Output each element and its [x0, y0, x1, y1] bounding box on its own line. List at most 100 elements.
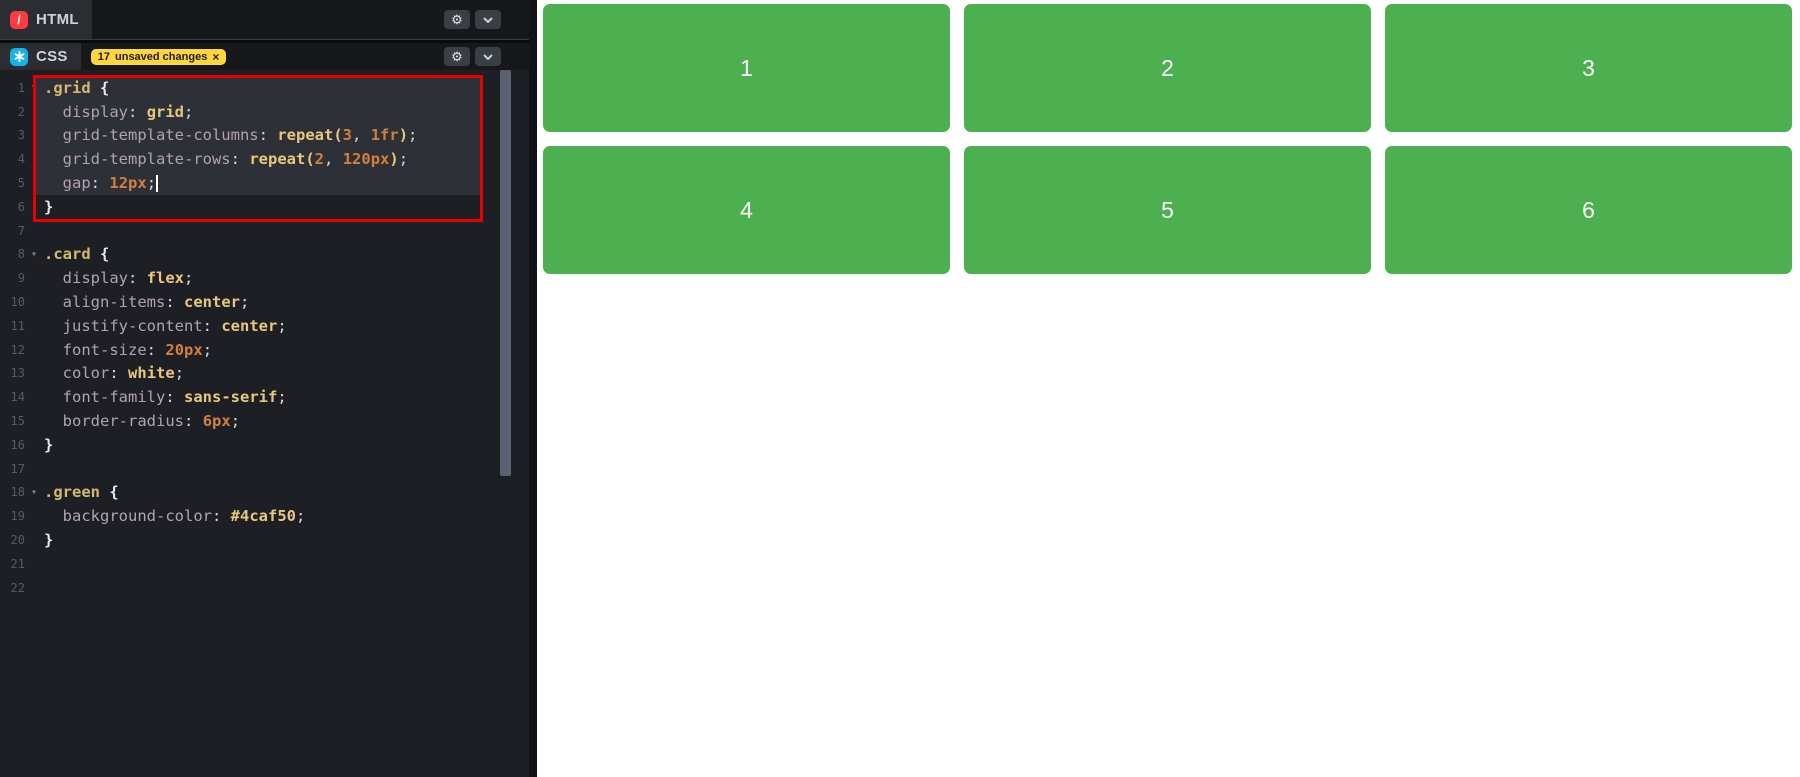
code-text[interactable]: justify-content: center;: [44, 317, 287, 335]
tab-html[interactable]: / HTML: [0, 0, 92, 39]
code-token: ;: [174, 364, 185, 383]
code-line: 12 font-size: 20px;: [0, 338, 529, 362]
code-token: :: [128, 102, 138, 121]
code-line: 18 ▾ .green {: [0, 481, 529, 505]
code-text[interactable]: }: [44, 531, 53, 549]
code-token: .grid: [44, 78, 91, 97]
html-slash-icon: /: [10, 10, 28, 29]
fold-toggle-icon[interactable]: ▾: [30, 486, 38, 498]
unsaved-count: 17: [97, 50, 110, 63]
line-number: 19: [10, 509, 25, 524]
code-token: :: [165, 293, 175, 312]
code-token: 20px: [165, 340, 203, 359]
code-text[interactable]: grid-template-rows: repeat(2, 120px);: [44, 150, 408, 168]
line-number: 12: [10, 342, 25, 357]
code-token: flex: [146, 269, 185, 288]
code-text[interactable]: .card {: [44, 245, 109, 263]
fold-toggle-icon[interactable]: ▾: [30, 248, 38, 260]
code-token: [44, 507, 63, 525]
code-token: ;: [240, 293, 250, 312]
code-token: [361, 126, 370, 144]
code-token: {: [100, 245, 110, 264]
code-token: [44, 293, 63, 311]
code-token: justify-content: [62, 316, 203, 335]
code-token: gap: [62, 174, 91, 193]
code-text[interactable]: gap: 12px;: [44, 174, 159, 193]
code-token: :: [128, 269, 138, 288]
code-token: grid-template-columns: [62, 126, 259, 145]
code-token: ;: [398, 150, 409, 169]
code-text[interactable]: }: [44, 198, 53, 216]
chevron-down-icon: [483, 16, 493, 23]
css-collapse-button[interactable]: [475, 47, 501, 66]
code-token: [91, 79, 100, 97]
badge-close-icon[interactable]: ×: [212, 49, 220, 64]
code-token: ;: [184, 269, 194, 288]
line-number: 2: [17, 104, 25, 119]
code-token: ): [389, 150, 399, 169]
line-number: 21: [10, 556, 25, 571]
code-token: :: [184, 412, 194, 431]
code-token: [175, 293, 184, 311]
changed-lines-highlight: [36, 78, 480, 195]
code-token: .card: [44, 245, 91, 264]
code-text[interactable]: display: grid;: [44, 102, 194, 121]
code-token: display: [62, 269, 128, 288]
code-token: .green: [44, 483, 100, 502]
code-token: grid: [146, 102, 185, 121]
tab-css[interactable]: CSS: [0, 43, 81, 70]
code-token: ;: [184, 102, 194, 121]
code-token: repeat(: [277, 126, 343, 145]
code-token: background-color: [62, 507, 212, 526]
code-token: color: [62, 364, 110, 383]
unsaved-text: unsaved changes: [115, 50, 208, 63]
code-line: 20}: [0, 528, 529, 552]
code-token: {: [109, 483, 119, 502]
css-code-editor[interactable]: 1 ▾ .grid {2 display: grid; 3 grid-template…: [0, 70, 529, 777]
code-text[interactable]: .grid {: [44, 79, 109, 97]
code-text[interactable]: align-items: center;: [44, 293, 250, 312]
editor-preview-resizer[interactable]: [529, 0, 537, 777]
editor-scrollbar-thumb[interactable]: [500, 70, 511, 476]
code-line: 22: [0, 576, 529, 600]
code-text[interactable]: display: flex;: [44, 269, 194, 288]
code-token: [100, 174, 109, 192]
code-text[interactable]: border-radius: 6px;: [44, 412, 240, 430]
css-settings-button[interactable]: ⚙: [444, 47, 470, 66]
code-token: ;: [202, 340, 213, 359]
code-token: display: [62, 102, 128, 121]
code-token: [268, 126, 277, 144]
code-token: :: [90, 174, 101, 193]
code-text[interactable]: color: white;: [44, 364, 184, 382]
code-line: 16}: [0, 433, 529, 457]
code-token: center: [221, 316, 278, 335]
html-settings-button[interactable]: ⚙: [444, 10, 470, 29]
code-token: [44, 269, 63, 287]
code-token: ;: [296, 507, 306, 526]
code-token: 3: [342, 126, 352, 145]
css-asterisk-icon: [10, 47, 28, 66]
code-token: 120px: [342, 150, 390, 169]
code-token: [137, 103, 146, 121]
html-collapse-button[interactable]: [475, 10, 501, 29]
code-token: sans-serif: [184, 388, 278, 407]
css-panel-label: CSS: [36, 48, 68, 65]
code-token: font-family: [62, 388, 166, 407]
code-token: :: [211, 507, 222, 526]
code-text[interactable]: }: [44, 436, 53, 454]
code-text[interactable]: .green {: [44, 483, 119, 501]
code-text[interactable]: grid-template-columns: repeat(3, 1fr);: [44, 126, 418, 145]
code-text[interactable]: font-family: sans-serif;: [44, 388, 287, 406]
text-cursor: [156, 175, 159, 193]
code-token: #4caf50: [230, 507, 296, 526]
code-line: 2 display: grid;: [0, 100, 529, 124]
css-panel-header: CSS 17 unsaved changes × ⚙: [0, 43, 529, 70]
code-lines: 1 ▾ .grid {2 display: grid; 3 grid-template…: [0, 70, 529, 600]
code-text[interactable]: font-size: 20px;: [44, 341, 212, 359]
code-token: :: [146, 340, 157, 359]
fold-toggle-icon[interactable]: ▾: [30, 82, 38, 94]
code-token: [44, 341, 63, 359]
code-text[interactable]: background-color: #4caf50;: [44, 507, 306, 526]
panel-separator[interactable]: [0, 39, 529, 43]
